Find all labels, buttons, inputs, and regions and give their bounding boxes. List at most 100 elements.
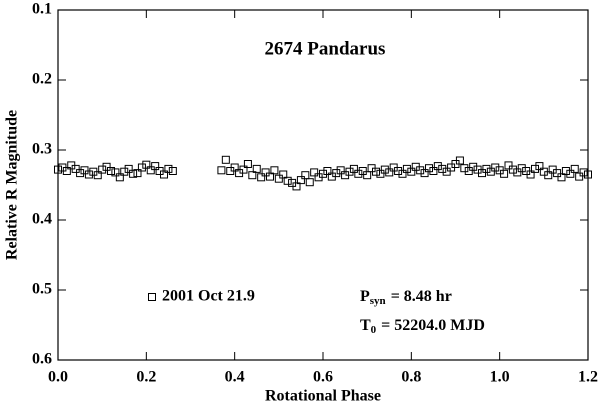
data-point xyxy=(557,173,566,182)
data-point xyxy=(380,165,389,174)
x-tick-label: 1.0 xyxy=(490,369,510,386)
data-point xyxy=(252,164,261,173)
data-point xyxy=(133,169,142,178)
y-tick-label: 0.4 xyxy=(32,211,52,228)
data-point xyxy=(402,164,411,173)
data-point xyxy=(575,172,584,181)
y-axis-label: Relative R Magnitude xyxy=(4,110,21,260)
data-point xyxy=(310,168,319,177)
data-point xyxy=(296,176,305,185)
epoch-symbol: T xyxy=(360,317,371,334)
data-point xyxy=(478,169,486,178)
chart-title: 2674 Pandarus xyxy=(265,38,386,59)
data-point xyxy=(372,167,380,176)
data-point xyxy=(239,165,248,174)
legend-marker xyxy=(148,293,156,301)
data-point xyxy=(124,164,133,173)
legend-label: 2001 Oct 21.9 xyxy=(162,288,255,305)
data-point xyxy=(76,169,85,178)
y-tick-label: 0.6 xyxy=(32,351,52,368)
epoch-subscript: 0 xyxy=(371,324,377,336)
y-tick-label: 0.5 xyxy=(32,281,52,298)
data-point xyxy=(319,169,327,178)
data-point xyxy=(71,164,80,173)
data-point xyxy=(394,167,403,175)
data-point xyxy=(561,167,570,175)
x-tick-label: 0.8 xyxy=(401,369,421,386)
data-point xyxy=(84,170,93,179)
y-tick-label: 0.1 xyxy=(32,1,52,18)
data-point xyxy=(137,163,146,172)
epoch-annotation: T0 = 52204.0 MJD xyxy=(360,317,485,336)
data-point xyxy=(570,164,579,173)
data-point xyxy=(460,164,469,173)
data-point xyxy=(358,167,367,175)
data-point xyxy=(455,156,464,165)
x-axis-label: Rotational Phase xyxy=(265,388,381,405)
data-point xyxy=(354,169,363,178)
data-point xyxy=(146,166,155,175)
data-point xyxy=(566,169,575,178)
data-point xyxy=(416,166,425,175)
data-point xyxy=(230,163,239,172)
data-point xyxy=(385,168,394,177)
data-point xyxy=(508,165,517,174)
data-point xyxy=(332,169,341,178)
data-point xyxy=(102,162,111,171)
y-tick-label: 0.2 xyxy=(32,71,52,88)
data-point xyxy=(438,164,447,173)
data-point xyxy=(584,170,592,179)
x-tick-label: 0.4 xyxy=(225,369,245,386)
data-point xyxy=(579,168,588,177)
data-point xyxy=(486,167,495,176)
data-point xyxy=(425,164,433,173)
data-point xyxy=(504,161,513,170)
period-text: = 8.48 hr xyxy=(391,288,452,305)
data-point xyxy=(469,162,478,171)
data-point xyxy=(80,166,89,175)
data-point xyxy=(62,167,71,175)
data-point xyxy=(217,166,226,175)
period-annotation: Psyn = 8.48 hr xyxy=(360,288,452,307)
data-point xyxy=(151,162,160,171)
data-point xyxy=(257,173,266,182)
data-point xyxy=(323,167,332,175)
data-point xyxy=(129,169,138,178)
data-point xyxy=(261,168,270,177)
data-point xyxy=(513,168,522,177)
data-point xyxy=(120,167,129,176)
data-point xyxy=(553,169,562,178)
data-point xyxy=(526,170,535,179)
data-point xyxy=(266,172,274,181)
data-point xyxy=(274,174,283,183)
data-point xyxy=(248,171,257,180)
data-point xyxy=(349,164,358,173)
data-point xyxy=(407,167,416,176)
data-point xyxy=(482,164,491,173)
data-point xyxy=(168,167,177,175)
data-point xyxy=(336,166,345,175)
x-tick-label: 1.2 xyxy=(578,369,598,386)
data-point xyxy=(98,165,107,174)
data-point xyxy=(420,169,429,178)
data-point xyxy=(111,168,120,177)
data-point xyxy=(491,163,500,172)
data-point xyxy=(535,162,544,171)
x-tick-label: 0.6 xyxy=(313,369,333,386)
data-point xyxy=(160,170,168,179)
data-point xyxy=(243,160,252,168)
plot-frame xyxy=(57,9,589,361)
data-point xyxy=(376,169,385,178)
data-point xyxy=(345,167,354,176)
epoch-text: = 52204.0 MJD xyxy=(381,317,485,334)
data-point xyxy=(517,164,526,173)
data-point xyxy=(115,173,124,182)
x-tick-label: 0.0 xyxy=(48,369,68,386)
data-point xyxy=(464,167,473,175)
data-point xyxy=(107,167,115,175)
data-point xyxy=(442,167,451,176)
data-point xyxy=(283,176,292,185)
period-symbol: P xyxy=(360,288,370,305)
x-tick-label: 0.2 xyxy=(136,369,156,386)
